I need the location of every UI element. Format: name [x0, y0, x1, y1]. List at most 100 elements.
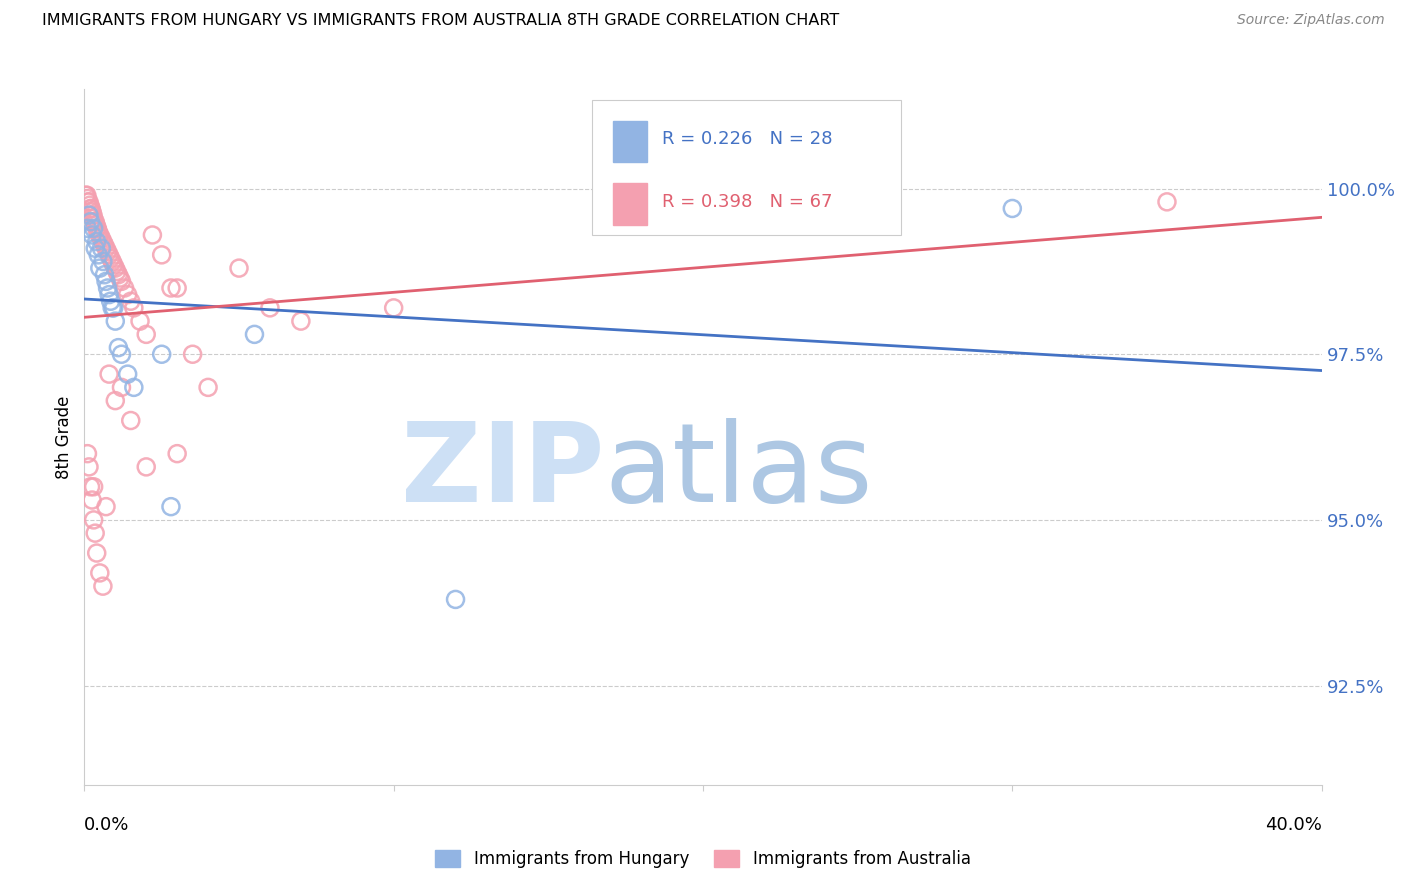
Point — [76, 188, 98, 202]
Point — [83, 215, 105, 229]
Point — [82, 208, 104, 222]
Point — [93, 268, 115, 282]
Point — [135, 459, 157, 474]
Point — [77, 459, 100, 474]
Point — [122, 301, 145, 315]
Point — [104, 314, 127, 328]
Point — [91, 235, 114, 249]
Point — [110, 274, 132, 288]
Point — [181, 347, 204, 361]
Point — [84, 241, 107, 255]
Point — [93, 238, 115, 252]
Point — [83, 221, 105, 235]
Point — [103, 258, 125, 272]
Point — [86, 221, 108, 235]
Point — [120, 294, 142, 309]
Point — [160, 281, 183, 295]
Point — [91, 579, 114, 593]
Point — [90, 241, 112, 255]
Point — [110, 347, 132, 361]
Point — [86, 546, 108, 560]
Point — [382, 301, 405, 315]
Point — [110, 380, 132, 394]
Point — [89, 261, 111, 276]
Point — [114, 281, 136, 295]
Point — [76, 221, 98, 235]
Point — [104, 261, 127, 276]
Point — [84, 526, 107, 541]
Point — [89, 227, 111, 242]
Point — [100, 251, 122, 265]
Point — [120, 413, 142, 427]
Text: atlas: atlas — [605, 418, 873, 525]
Point — [83, 480, 105, 494]
Point — [101, 254, 124, 268]
Point — [89, 566, 111, 580]
Point — [75, 188, 97, 202]
Text: 0.0%: 0.0% — [84, 816, 129, 834]
Point — [94, 274, 117, 288]
Text: R = 0.398   N = 67: R = 0.398 N = 67 — [662, 193, 832, 211]
Point — [89, 227, 111, 242]
Text: IMMIGRANTS FROM HUNGARY VS IMMIGRANTS FROM AUSTRALIA 8TH GRADE CORRELATION CHART: IMMIGRANTS FROM HUNGARY VS IMMIGRANTS FR… — [42, 13, 839, 29]
Point — [94, 241, 117, 255]
Point — [135, 327, 157, 342]
Point — [76, 447, 98, 461]
Point — [166, 447, 188, 461]
Point — [243, 327, 266, 342]
Point — [82, 493, 104, 508]
Point — [79, 215, 101, 229]
Point — [105, 264, 128, 278]
Text: R = 0.226   N = 28: R = 0.226 N = 28 — [662, 130, 832, 148]
Point — [96, 281, 118, 295]
Legend: Immigrants from Hungary, Immigrants from Australia: Immigrants from Hungary, Immigrants from… — [429, 843, 977, 875]
Point — [86, 221, 108, 235]
Point — [103, 301, 125, 315]
Point — [141, 227, 163, 242]
Bar — [613, 120, 647, 162]
Point — [77, 194, 100, 209]
Point — [90, 231, 112, 245]
Point — [79, 202, 101, 216]
Text: Source: ZipAtlas.com: Source: ZipAtlas.com — [1237, 13, 1385, 28]
FancyBboxPatch shape — [592, 100, 901, 235]
Point — [150, 347, 173, 361]
Point — [79, 480, 101, 494]
Point — [77, 194, 100, 209]
Point — [86, 235, 108, 249]
Point — [82, 227, 104, 242]
Text: ZIP: ZIP — [401, 418, 605, 525]
Point — [228, 261, 250, 276]
Point — [444, 592, 467, 607]
Point — [117, 287, 139, 301]
Point — [98, 287, 121, 301]
Text: 40.0%: 40.0% — [1265, 816, 1322, 834]
Point — [91, 254, 114, 268]
Point — [84, 218, 107, 232]
Point — [129, 314, 152, 328]
Point — [1156, 194, 1178, 209]
Point — [77, 208, 100, 222]
Point — [82, 204, 104, 219]
Point — [87, 248, 110, 262]
Point — [79, 198, 101, 212]
Point — [108, 271, 131, 285]
Point — [160, 500, 183, 514]
Point — [83, 513, 105, 527]
Point — [166, 281, 188, 295]
Point — [83, 211, 105, 226]
Point — [101, 301, 124, 315]
Y-axis label: 8th Grade: 8th Grade — [55, 395, 73, 479]
Point — [98, 248, 121, 262]
Bar — [613, 183, 647, 225]
Point — [76, 192, 98, 206]
Point — [98, 367, 121, 381]
Point — [117, 367, 139, 381]
Point — [122, 380, 145, 394]
Point — [150, 248, 173, 262]
Point — [107, 341, 129, 355]
Point — [290, 314, 312, 328]
Point — [259, 301, 281, 315]
Point — [197, 380, 219, 394]
Point — [100, 294, 122, 309]
